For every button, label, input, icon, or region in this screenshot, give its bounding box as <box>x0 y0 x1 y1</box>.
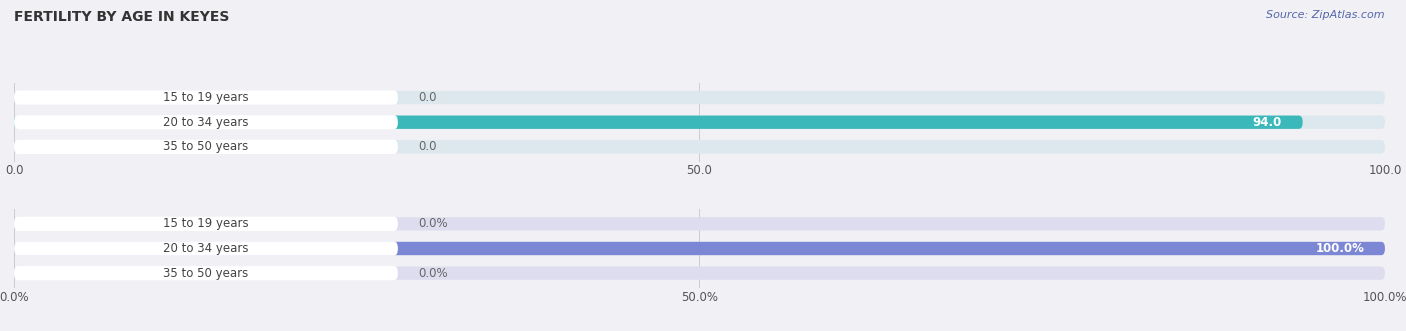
FancyBboxPatch shape <box>14 217 1385 230</box>
Text: 20 to 34 years: 20 to 34 years <box>163 242 249 255</box>
FancyBboxPatch shape <box>14 242 1385 255</box>
FancyBboxPatch shape <box>14 217 398 231</box>
Text: 0.0%: 0.0% <box>419 217 449 230</box>
Text: 15 to 19 years: 15 to 19 years <box>163 217 249 230</box>
FancyBboxPatch shape <box>14 266 1385 280</box>
Text: 35 to 50 years: 35 to 50 years <box>163 140 249 153</box>
FancyBboxPatch shape <box>14 266 398 280</box>
Text: 0.0: 0.0 <box>419 140 437 153</box>
FancyBboxPatch shape <box>14 242 1385 255</box>
Text: 100.0%: 100.0% <box>1316 242 1364 255</box>
Text: 20 to 34 years: 20 to 34 years <box>163 116 249 129</box>
FancyBboxPatch shape <box>14 116 1385 129</box>
FancyBboxPatch shape <box>14 241 398 256</box>
Text: 0.0%: 0.0% <box>419 267 449 280</box>
FancyBboxPatch shape <box>14 116 1303 129</box>
Text: 0.0: 0.0 <box>419 91 437 104</box>
FancyBboxPatch shape <box>14 91 1385 104</box>
Text: 94.0: 94.0 <box>1253 116 1282 129</box>
FancyBboxPatch shape <box>14 90 398 105</box>
Text: 35 to 50 years: 35 to 50 years <box>163 267 249 280</box>
FancyBboxPatch shape <box>14 115 398 129</box>
FancyBboxPatch shape <box>14 140 1385 154</box>
Text: Source: ZipAtlas.com: Source: ZipAtlas.com <box>1267 10 1385 20</box>
Text: FERTILITY BY AGE IN KEYES: FERTILITY BY AGE IN KEYES <box>14 10 229 24</box>
Text: 15 to 19 years: 15 to 19 years <box>163 91 249 104</box>
FancyBboxPatch shape <box>14 140 398 154</box>
